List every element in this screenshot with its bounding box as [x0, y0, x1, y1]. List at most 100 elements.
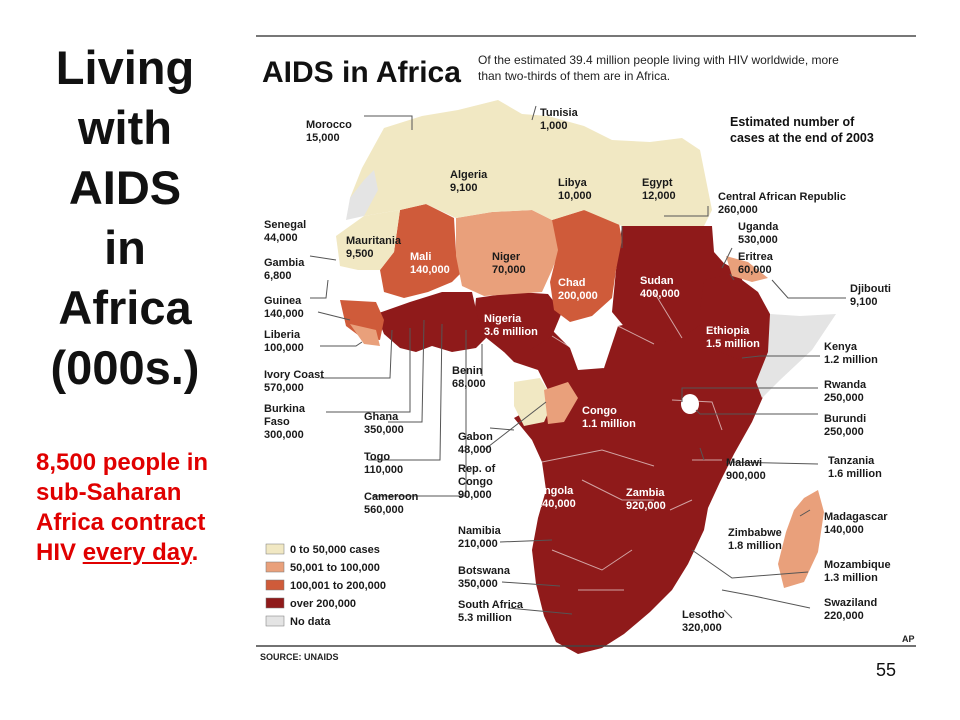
title-line: in [104, 221, 146, 274]
label-niger: Niger [492, 251, 521, 263]
value-morocco: 15,000 [306, 132, 340, 144]
title-line: Living [55, 41, 195, 94]
note-emphasis: every day [82, 539, 192, 566]
value-gambia: 6,800 [264, 270, 292, 282]
value-angola: 240,000 [536, 498, 576, 510]
value-djibouti: 9,100 [850, 296, 878, 308]
label-djibouti: Djibouti [850, 283, 891, 295]
title-line: AIDS [68, 161, 182, 214]
value-lesotho: 320,000 [682, 622, 722, 634]
value-madagascar: 140,000 [824, 524, 864, 536]
legend-item: over 200,000 [265, 597, 356, 610]
ap-credit: AP [902, 634, 915, 644]
region-niger [456, 210, 562, 296]
region-mali [380, 204, 466, 298]
value-ghana: 350,000 [364, 424, 404, 436]
value-nigeria: 3.6 million [484, 326, 538, 338]
legend-swatch [265, 561, 285, 573]
legend-swatch [265, 579, 285, 591]
value-uganda: 530,000 [738, 234, 778, 246]
region-north-africa [350, 100, 712, 226]
legend-label: 0 to 50,000 cases [290, 544, 380, 556]
map-legend: 0 to 50,000 cases 50,001 to 100,000 100,… [265, 543, 386, 628]
value-gabon: 48,000 [458, 444, 492, 456]
region-eritrea [726, 256, 768, 282]
legend-swatch [265, 543, 285, 555]
region-senegal [336, 210, 400, 270]
legend-label: over 200,000 [290, 598, 356, 610]
region-madagascar [778, 490, 824, 588]
slide-title: Living with AIDS in Africa (000s.) [30, 38, 220, 398]
value-eritrea: 60,000 [738, 264, 772, 276]
label-sudan: Sudan [640, 275, 674, 287]
label-rep-congo-1: Rep. of [458, 463, 496, 475]
label-senegal: Senegal [264, 219, 306, 231]
title-line: (000s.) [50, 341, 200, 394]
region-sudan [612, 226, 730, 344]
value-senegal: 44,000 [264, 232, 298, 244]
label-car: Central African Republic [718, 191, 846, 203]
daily-infection-note: 8,500 people in sub-Saharan Africa contr… [36, 448, 236, 568]
region-western-sahara [346, 170, 378, 220]
value-egypt: 12,000 [642, 190, 676, 202]
value-ivory-coast: 570,000 [264, 382, 304, 394]
label-libya: Libya [558, 177, 588, 189]
label-lesotho: Lesotho [682, 609, 725, 621]
label-kenya: Kenya [824, 341, 858, 353]
label-chad: Chad [558, 277, 586, 289]
value-car: 260,000 [718, 204, 758, 216]
label-benin: Benin [452, 365, 483, 377]
label-liberia: Liberia [264, 329, 301, 341]
value-togo: 110,000 [364, 464, 403, 476]
value-zambia: 920,000 [626, 500, 666, 512]
legend-swatch [265, 597, 285, 609]
leader-lines [309, 105, 846, 619]
region-rep-congo [544, 382, 578, 424]
map-subtitle-2: than two-thirds of them are in Africa. [478, 69, 670, 83]
value-rwanda: 250,000 [824, 392, 864, 404]
note-text: 8,500 people in sub-Saharan Africa contr… [36, 449, 209, 566]
title-line: with [78, 101, 172, 154]
label-namibia: Namibia [458, 525, 502, 537]
value-guinea: 140,000 [264, 308, 304, 320]
label-zambia: Zambia [626, 487, 665, 499]
label-algeria: Algeria [450, 169, 488, 181]
value-mauritania: 9,500 [346, 248, 374, 260]
map-subtitle-1: Of the estimated 39.4 million people liv… [478, 53, 839, 67]
label-guinea: Guinea [264, 295, 302, 307]
value-south-africa: 5.3 million [458, 612, 512, 624]
label-burkina-faso-1: Burkina [264, 403, 306, 415]
africa-map: AIDS in Africa Of the estimated 39.4 mil… [256, 35, 916, 662]
value-mali: 140,000 [410, 264, 450, 276]
label-morocco: Morocco [306, 119, 352, 131]
estimate-heading-2: cases at the end of 2003 [730, 131, 874, 145]
label-burundi: Burundi [824, 413, 866, 425]
page-number: 55 [876, 660, 897, 680]
legend-item: 100,001 to 200,000 [265, 579, 386, 592]
label-botswana: Botswana [458, 565, 511, 577]
label-madagascar: Madagascar [824, 511, 888, 523]
value-chad: 200,000 [558, 290, 598, 302]
label-uganda: Uganda [738, 221, 779, 233]
value-zimbabwe: 1.8 million [728, 540, 782, 552]
value-cameroon: 560,000 [364, 504, 404, 516]
label-angola: Angola [536, 485, 574, 497]
region-liberia [350, 324, 380, 346]
value-burkina-faso: 300,000 [264, 429, 304, 441]
legend-swatch [265, 615, 285, 627]
label-rwanda: Rwanda [824, 379, 867, 391]
value-niger: 70,000 [492, 264, 526, 276]
value-congo: 1.1 million [582, 418, 636, 430]
label-south-africa: South Africa [458, 599, 524, 611]
lake-victoria [681, 394, 699, 414]
title-line: Africa [58, 281, 192, 334]
region-chad [550, 210, 622, 322]
label-ghana: Ghana [364, 411, 399, 423]
legend-item: 50,001 to 100,000 [265, 561, 380, 574]
label-mozambique: Mozambique [824, 559, 891, 571]
value-ethiopia: 1.5 million [706, 338, 760, 350]
label-gabon: Gabon [458, 431, 493, 443]
label-gambia: Gambia [264, 257, 305, 269]
value-malawi: 900,000 [726, 470, 766, 482]
region-ethiopia [700, 276, 778, 360]
